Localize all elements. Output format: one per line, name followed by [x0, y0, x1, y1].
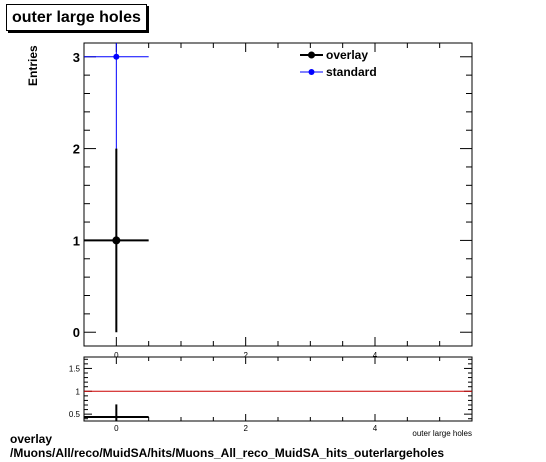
- legend-overlay-label: overlay: [326, 48, 368, 62]
- y-tick-label: 2: [73, 142, 80, 157]
- x-tick-label: 2: [243, 351, 248, 360]
- standard-point: [113, 53, 120, 60]
- y-tick-label: 3: [73, 50, 80, 65]
- y-tick-label: 1: [73, 233, 80, 248]
- ratio-x-axis-label: outer large holes: [412, 429, 472, 438]
- ratio-x-tick-label: 4: [373, 424, 378, 433]
- x-tick-label: 4: [373, 351, 378, 360]
- y-tick-label: 0: [73, 325, 80, 340]
- x-tick-label: 0: [114, 351, 119, 360]
- ratio-x-tick-label: 2: [243, 424, 248, 433]
- main-marks: [84, 43, 149, 333]
- legend: overlay standard: [300, 48, 377, 79]
- main-plot: 0 2 4 0 1 2 3 Entries overlay standard: [26, 42, 473, 360]
- y-axis-label: Entries: [26, 45, 40, 86]
- legend-overlay-marker: [308, 51, 315, 59]
- main-plot-frame: [83, 42, 473, 347]
- overlay-point: [112, 236, 121, 245]
- caption-line-1: overlay: [10, 432, 53, 446]
- legend-standard-label: standard: [326, 65, 377, 79]
- chart-title: outer large holes: [6, 4, 147, 31]
- ratio-x-tick-label: 0: [114, 424, 119, 433]
- ratio-plot: 0 2 4 0.5 1 1.5 outer large holes: [69, 356, 473, 438]
- ratio-y-tick-label: 1: [76, 387, 81, 396]
- legend-standard-marker: [308, 69, 315, 75]
- ratio-plot-frame: [83, 356, 473, 422]
- caption-line-2: /Muons/All/reco/MuidSA/hits/Muons_All_re…: [10, 446, 445, 460]
- ratio-y-tick-label: 1.5: [69, 364, 81, 373]
- ratio-axes: 0 2 4 0.5 1 1.5: [69, 357, 473, 433]
- ratio-marks: [84, 390, 472, 421]
- ratio-y-tick-label: 0.5: [69, 410, 81, 419]
